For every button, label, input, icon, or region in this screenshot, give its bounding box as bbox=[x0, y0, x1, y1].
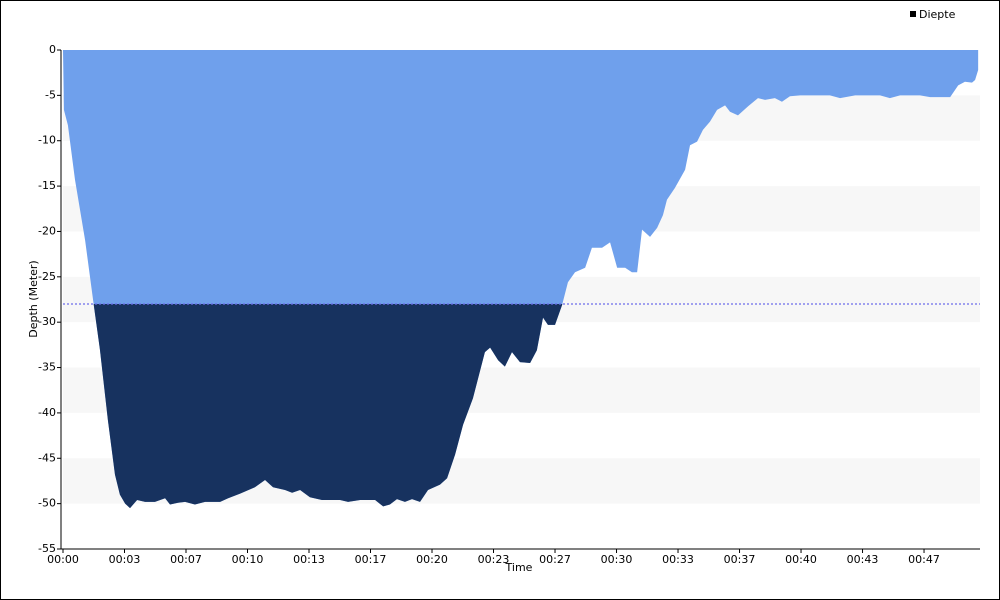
x-tick-label: 00:13 bbox=[293, 553, 325, 566]
legend: Diepte bbox=[910, 8, 956, 21]
x-tick-label: 00:30 bbox=[601, 553, 633, 566]
x-tick-label: 00:47 bbox=[908, 553, 940, 566]
y-tick-label: -10 bbox=[38, 134, 56, 147]
y-tick-label: -50 bbox=[38, 497, 56, 510]
y-tick-label: -35 bbox=[38, 361, 56, 374]
x-axis-label: Time bbox=[505, 561, 533, 574]
x-tick-label: 00:00 bbox=[47, 553, 79, 566]
x-tick-label: 00:03 bbox=[109, 553, 141, 566]
x-tick-label: 00:33 bbox=[662, 553, 694, 566]
x-tick-label: 00:07 bbox=[170, 553, 202, 566]
y-tick-label: 0 bbox=[49, 43, 56, 56]
legend-label: Diepte bbox=[919, 8, 956, 21]
x-tick-label: 00:37 bbox=[724, 553, 756, 566]
x-tick-label: 00:27 bbox=[539, 553, 571, 566]
x-tick-label: 00:43 bbox=[847, 553, 879, 566]
y-tick-label: -25 bbox=[38, 270, 56, 283]
y-tick-label: -40 bbox=[38, 406, 56, 419]
x-tick-label: 00:40 bbox=[785, 553, 817, 566]
y-tick-label: -45 bbox=[38, 451, 56, 464]
y-tick-label: -30 bbox=[38, 315, 56, 328]
plot bbox=[63, 50, 979, 509]
y-tick-label: -5 bbox=[45, 88, 56, 101]
y-tick-label: -15 bbox=[38, 179, 56, 192]
y-tick-label: -55 bbox=[38, 542, 56, 555]
x-tick-label: 00:23 bbox=[478, 553, 510, 566]
x-tick-label: 00:17 bbox=[355, 553, 387, 566]
area-below-threshold bbox=[93, 304, 563, 509]
legend-swatch bbox=[910, 11, 916, 17]
x-tick-label: 00:20 bbox=[416, 553, 448, 566]
x-tick-label: 00:10 bbox=[232, 553, 264, 566]
y-axis-label: Depth (Meter) bbox=[27, 260, 40, 337]
y-tick-label: -20 bbox=[38, 224, 56, 237]
